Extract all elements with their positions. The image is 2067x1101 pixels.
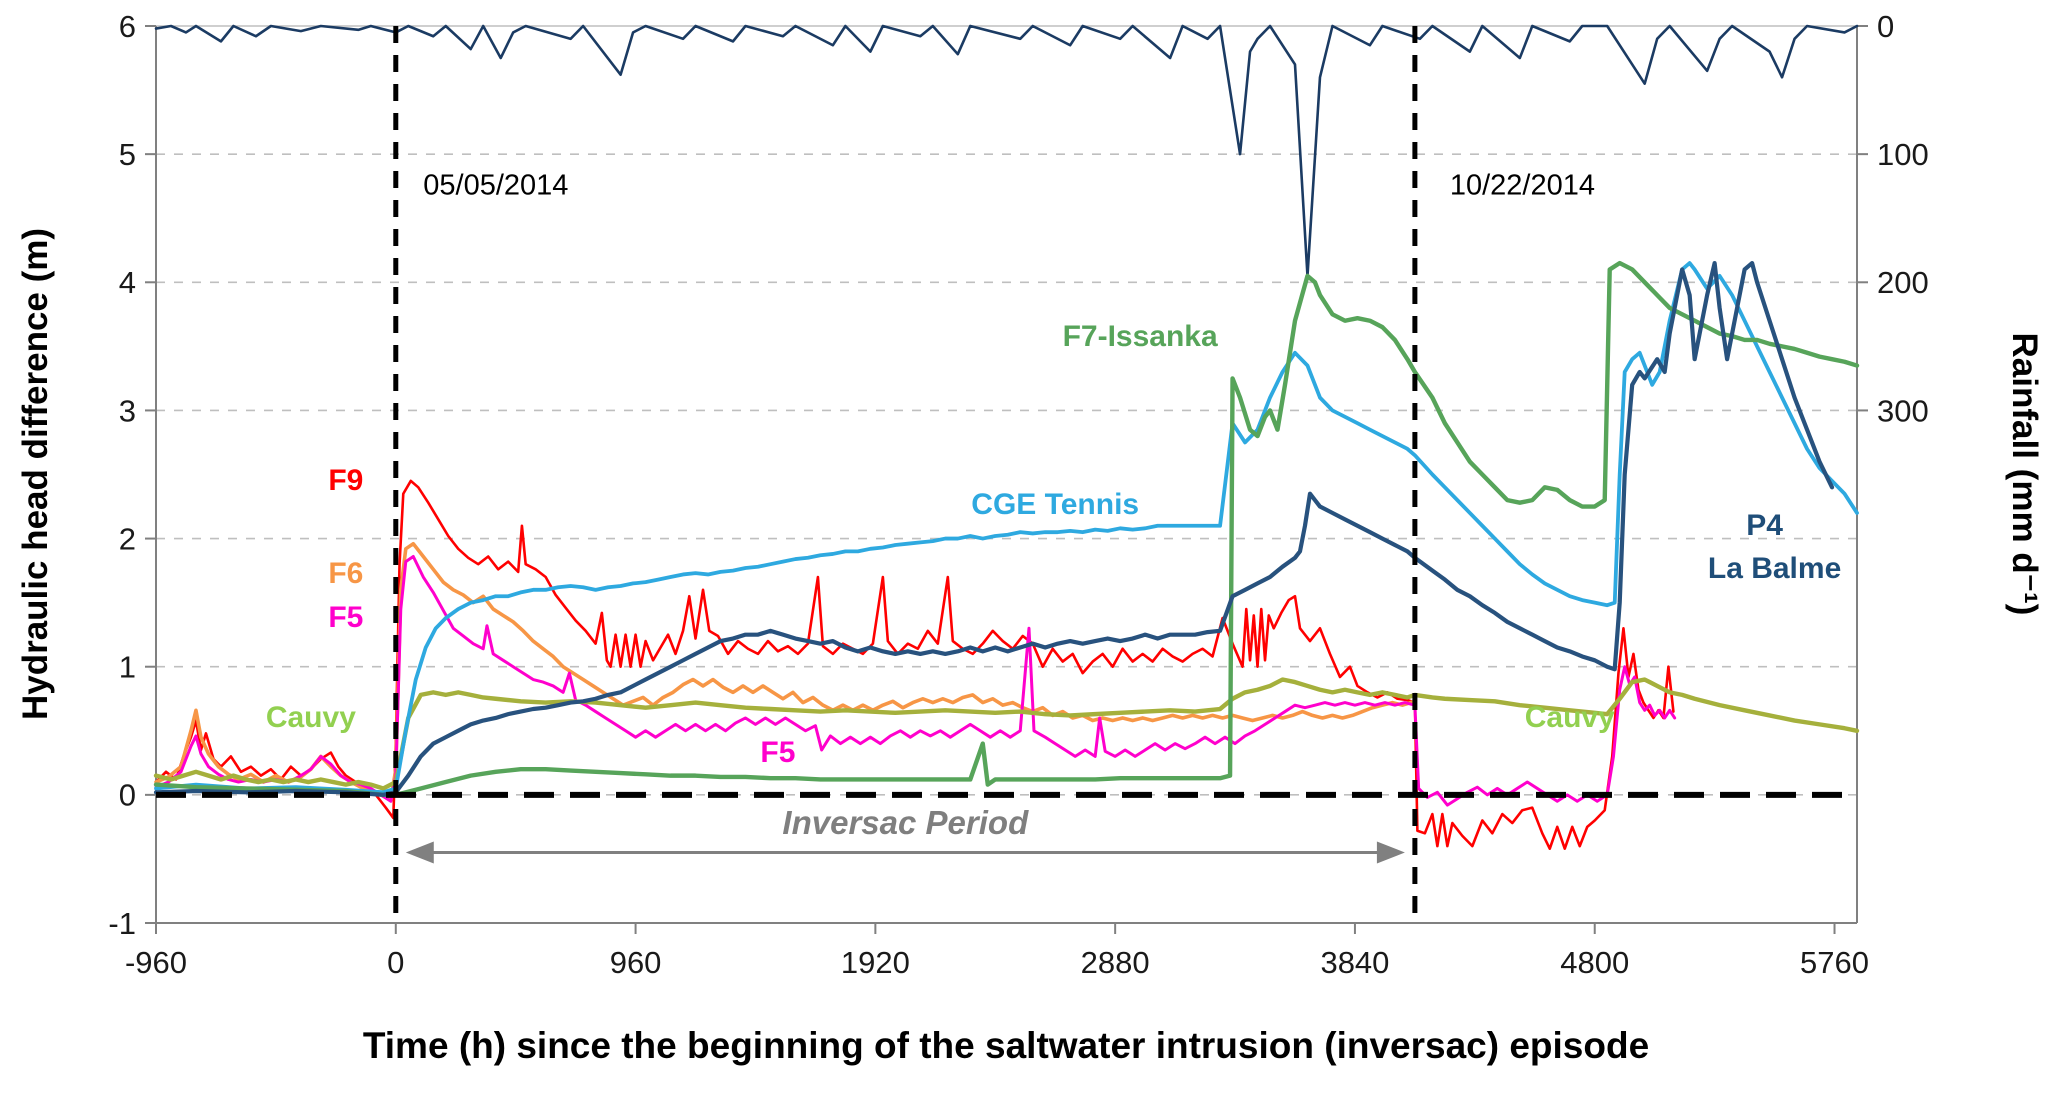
series-p4-la-balme [153, 260, 1835, 797]
inversac-arrow-left-head [405, 841, 434, 864]
y2-tick-label: 100 [1877, 137, 1929, 172]
series-label-f7-issanka: F7-Issanka [1062, 320, 1218, 354]
series-f5 [154, 555, 1677, 807]
series-f9 [154, 479, 1675, 850]
series-label-f9: F9 [328, 463, 364, 497]
y2-tick-label: 300 [1877, 393, 1929, 428]
y-tick-label: 4 [119, 265, 136, 300]
inversac-period-label: Inversac Period [782, 804, 1029, 842]
x-axis-title: Time (h) since the beginning of the salt… [362, 1025, 1650, 1066]
y-tick-label: 1 [119, 650, 136, 685]
y-axis-title-right: Rainfall (mm d⁻¹) [2005, 332, 2044, 616]
series-label-cauvy-left: Cauvy [265, 700, 356, 734]
x-tick-label: -960 [125, 945, 187, 980]
series-f7-issanka [153, 260, 1860, 798]
x-tick-label: 3840 [1320, 945, 1389, 980]
y-tick-label: 2 [119, 521, 136, 556]
series-cauvy [153, 677, 1860, 791]
series-label-f5-left: F5 [328, 601, 364, 635]
series-cge-tennis [154, 261, 1859, 795]
y2-tick-label: 200 [1877, 265, 1929, 300]
x-tick-label: 960 [610, 945, 662, 980]
event-date-end: 10/22/2014 [1449, 169, 1595, 202]
series-rainfall [154, 24, 1859, 278]
series-label-f6: F6 [328, 557, 364, 591]
x-tick-label: 4800 [1560, 945, 1629, 980]
series-label-cge-tennis: CGE Tennis [971, 488, 1140, 522]
series-label-cauvy-right: Cauvy [1524, 700, 1615, 734]
series-label-f5-mid: F5 [760, 735, 796, 769]
y-tick-label: 0 [119, 778, 136, 813]
y-tick-label: 5 [119, 137, 136, 172]
event-date-start: 05/05/2014 [423, 169, 569, 202]
x-tick-label: 1920 [841, 945, 910, 980]
y-tick-label: 6 [119, 9, 136, 44]
y-tick-label: 3 [119, 393, 136, 428]
y-axis-title-left: Hydraulic head difference (m) [16, 227, 55, 721]
series-label-p4: P4 [1746, 508, 1783, 542]
x-tick-label: 5760 [1800, 945, 1869, 980]
y2-tick-label: 0 [1877, 9, 1894, 44]
x-tick-label: 0 [387, 945, 404, 980]
y-tick-label: -1 [108, 906, 136, 941]
series-label-la-balme: La Balme [1707, 552, 1842, 586]
x-tick-label: 2880 [1081, 945, 1150, 980]
inversac-arrow-right-head [1376, 841, 1405, 864]
